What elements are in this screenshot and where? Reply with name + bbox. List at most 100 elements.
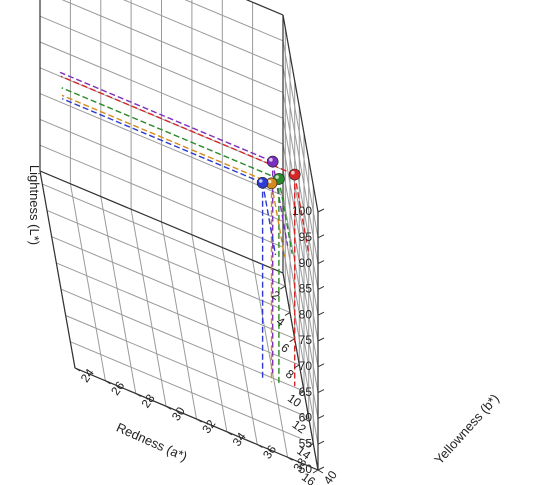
y-tick-label: 36	[260, 442, 279, 461]
x-tick-mark	[284, 311, 291, 316]
y-tick-mark	[105, 380, 111, 385]
y-tick-mark	[287, 456, 293, 461]
z-tick-mark	[317, 414, 325, 419]
projection-line	[61, 94, 272, 184]
y-tick-mark	[165, 405, 172, 410]
grid-line	[39, 93, 284, 197]
grid-line	[161, 221, 197, 420]
grid-line	[282, 143, 319, 342]
z-tick-label: 85	[299, 282, 313, 296]
grid-line	[282, 92, 319, 290]
data-point	[288, 168, 301, 181]
data-point-highlight	[291, 170, 295, 175]
z-tick-mark	[317, 440, 325, 445]
grid-line	[39, 144, 284, 248]
box-edge	[39, 170, 76, 369]
z-tick-mark	[317, 285, 325, 290]
z-tick-mark	[317, 363, 325, 368]
z-tick-label: 75	[299, 333, 313, 347]
box-edges	[39, 0, 319, 471]
y-tick-mark	[135, 393, 142, 397]
z-tick-label: 50	[299, 462, 313, 476]
projection-line	[270, 183, 286, 257]
grid-line	[184, 0, 284, 42]
grid-line	[39, 118, 284, 222]
y-tick-mark	[74, 367, 81, 372]
y-tick-label: 30	[169, 404, 188, 423]
data-point	[256, 177, 269, 189]
y-tick-label: 32	[199, 417, 218, 436]
grid-line	[282, 40, 319, 238]
y-tick-mark	[196, 418, 202, 423]
data-point-highlight	[275, 175, 279, 179]
projection-lines	[59, 71, 310, 387]
box-edge	[39, 170, 284, 274]
x-tick-mark	[298, 390, 305, 395]
x-tick-mark	[289, 338, 295, 343]
y-axis-label: Yellowness (b*)	[431, 391, 502, 467]
grid-line	[39, 15, 284, 119]
z-tick-mark	[317, 234, 325, 239]
projection-line	[294, 174, 310, 255]
y-tick-mark	[317, 469, 324, 474]
z-tick-label: 80	[299, 307, 313, 321]
projection-line	[60, 75, 295, 176]
x-axis-label: Redness (a*)	[114, 420, 189, 465]
data-point-highlight	[267, 179, 272, 184]
data-point-highlight	[259, 179, 263, 183]
x-tick-mark	[294, 364, 300, 369]
floor-grid	[39, 170, 319, 471]
grid-line	[123, 0, 284, 68]
x-tick-mark	[280, 285, 286, 290]
z-tick-mark	[317, 311, 325, 316]
data-points	[256, 155, 301, 190]
projection-line	[278, 178, 293, 254]
grid-line	[282, 118, 319, 316]
grid-line	[282, 221, 319, 419]
x-tick-mark	[303, 417, 309, 421]
z-axis-label: Lightness (L*)	[27, 165, 42, 245]
z-tick-mark	[317, 337, 325, 342]
y-tick-label: 40	[321, 468, 340, 485]
grid-line	[282, 195, 319, 393]
z-tick-label: 95	[299, 230, 313, 244]
y-tick-label: 34	[230, 430, 249, 449]
grid-line	[252, 260, 289, 458]
projection-line	[59, 71, 273, 163]
projection-line	[261, 182, 277, 256]
box-edge	[282, 14, 319, 213]
grid-line	[69, 183, 106, 381]
grid-line	[282, 247, 319, 445]
grid-line	[100, 196, 137, 394]
data-point	[266, 155, 279, 168]
z-tick-mark	[317, 208, 325, 213]
x-tick-label: 4	[274, 314, 288, 329]
z-tick-label: 70	[299, 359, 313, 373]
back-walls-grid	[39, 0, 319, 471]
y-tick-mark	[226, 431, 233, 436]
z-tick-label: 60	[299, 411, 313, 425]
x-tick-label: 16	[299, 470, 318, 485]
grid-line	[130, 209, 167, 407]
projection-line	[61, 98, 263, 184]
y-tick-label: 26	[108, 379, 127, 398]
grid-line	[191, 234, 228, 432]
z-tick-label: 90	[299, 256, 313, 270]
grid-line	[282, 66, 319, 264]
x-tick-label: 6	[278, 340, 292, 355]
z-tick-mark	[317, 260, 325, 265]
box-edge	[282, 272, 319, 471]
x-tick-mark	[308, 443, 314, 448]
grid-line	[61, 0, 284, 93]
y-tick-label: 24	[78, 366, 97, 385]
y-tick-label: 28	[139, 391, 158, 410]
y-tick-mark	[257, 444, 263, 448]
tick-labels: 5055606570758085909510024681012141624262…	[74, 204, 340, 485]
z-tick-mark	[317, 466, 325, 471]
grid-line	[282, 169, 319, 367]
z-tick-label: 65	[299, 385, 313, 399]
projection-line	[61, 87, 280, 180]
x-tick-mark	[312, 469, 319, 474]
z-tick-mark	[317, 389, 325, 394]
